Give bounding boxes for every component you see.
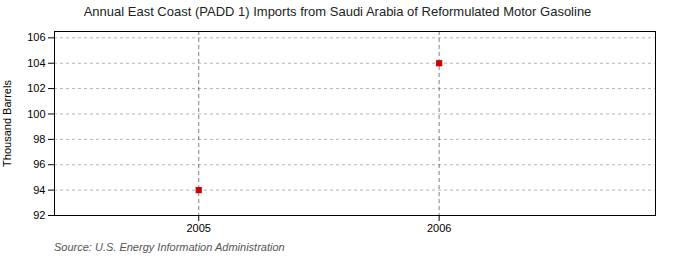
svg-text:94: 94 [33, 184, 45, 196]
svg-text:100: 100 [27, 108, 45, 120]
html-text:Annual East Coast (PADD 1) Imp: Annual East Coast (PADD 1) Imports from … [83, 4, 592, 19]
svg-text:Thousand Barrels: Thousand Barrels [1, 80, 13, 167]
svg-text:98: 98 [33, 133, 45, 145]
svg-text:96: 96 [33, 158, 45, 170]
svg-text:92: 92 [33, 209, 45, 221]
svg-text:104: 104 [27, 57, 45, 69]
html-text:Source: U.S. Energy Informatio: Source: U.S. Energy Information Administ… [54, 241, 285, 253]
svg-text:106: 106 [27, 31, 45, 43]
svg-text:2006: 2006 [427, 222, 451, 234]
svg-text:2005: 2005 [186, 222, 210, 234]
svg-text:102: 102 [27, 82, 45, 94]
